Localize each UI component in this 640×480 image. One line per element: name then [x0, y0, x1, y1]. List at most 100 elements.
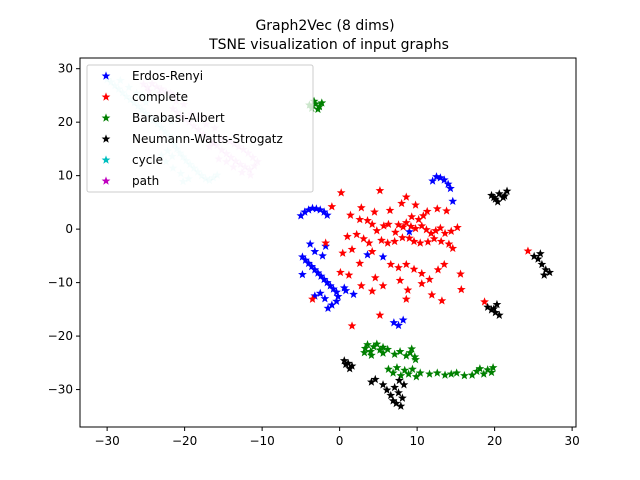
- data-point: [327, 202, 337, 211]
- data-point: [313, 268, 323, 277]
- data-point: [323, 303, 333, 312]
- data-point: [339, 356, 349, 365]
- data-point: [395, 347, 405, 356]
- data-point: [405, 227, 414, 236]
- data-point: [369, 342, 379, 351]
- data-point: [487, 305, 496, 314]
- data-point: [347, 361, 357, 370]
- x-tick-label: −20: [172, 434, 197, 448]
- data-point: [431, 226, 441, 235]
- data-point: [422, 206, 432, 216]
- data-point: [398, 393, 407, 402]
- data-point: [487, 190, 496, 200]
- data-point: [355, 258, 365, 268]
- data-point: [494, 310, 504, 319]
- data-point: [446, 183, 455, 193]
- data-point: [382, 385, 392, 394]
- data-point: [394, 375, 404, 385]
- data-point: [403, 285, 413, 294]
- legend-marker: [101, 134, 111, 143]
- data-point: [398, 315, 408, 324]
- data-point: [396, 401, 406, 410]
- data-point: [385, 205, 395, 215]
- data-point: [301, 255, 310, 264]
- data-point: [437, 296, 447, 305]
- data-point: [475, 364, 485, 373]
- data-point: [408, 364, 417, 373]
- data-point: [390, 349, 400, 358]
- data-point: [480, 297, 489, 306]
- data-point: [378, 281, 388, 290]
- data-point: [312, 204, 321, 213]
- data-point: [439, 175, 449, 184]
- data-point: [305, 239, 315, 248]
- data-point: [410, 352, 420, 361]
- data-point: [347, 321, 357, 330]
- data-point: [425, 369, 434, 378]
- data-point: [322, 210, 332, 219]
- data-point: [440, 228, 450, 238]
- data-point: [318, 251, 327, 260]
- data-point: [315, 288, 325, 298]
- data-point: [491, 307, 500, 317]
- data-point: [401, 259, 411, 269]
- data-point: [452, 368, 462, 377]
- data-point: [545, 267, 555, 277]
- data-point: [378, 348, 388, 357]
- data-point: [372, 339, 382, 348]
- data-point: [338, 248, 348, 257]
- legend-label: cycle: [132, 153, 163, 167]
- y-tick-label: 20: [58, 115, 73, 129]
- legend-box: [86, 64, 314, 193]
- data-point: [444, 239, 454, 248]
- plot-frame: [79, 57, 577, 428]
- data-point: [363, 215, 372, 225]
- data-point: [310, 291, 320, 300]
- data-point: [446, 369, 456, 378]
- data-point: [439, 259, 449, 269]
- data-point: [442, 206, 451, 215]
- data-point: [401, 351, 411, 360]
- data-point: [332, 296, 341, 306]
- data-point: [317, 98, 327, 107]
- data-point: [390, 382, 400, 392]
- data-point: [401, 218, 411, 227]
- chart-subtitle: TSNE visualization of input graphs: [208, 37, 449, 53]
- y-tick-label: −30: [48, 383, 73, 397]
- data-point: [320, 294, 330, 303]
- data-point: [400, 365, 410, 375]
- data-point: [363, 340, 372, 349]
- data-point: [533, 254, 543, 263]
- data-point: [405, 348, 415, 357]
- ticks-layer: −30 −20 −10 0 10 20 30 −30 −20 −10 0 10 20 30: [48, 62, 580, 448]
- data-point: [541, 265, 551, 274]
- data-point: [397, 198, 406, 208]
- data-point: [319, 274, 329, 284]
- data-point: [537, 259, 547, 269]
- legend-label: complete: [132, 90, 188, 104]
- data-point: [309, 96, 319, 106]
- y-tick-label: −20: [48, 329, 73, 343]
- y-tick-label: 0: [65, 222, 73, 236]
- data-point: [375, 345, 385, 354]
- data-point: [406, 221, 416, 231]
- data-point: [316, 271, 326, 280]
- data-point: [370, 374, 380, 384]
- data-point: [417, 268, 427, 278]
- data-point: [493, 197, 503, 206]
- data-point: [414, 214, 424, 224]
- legend-marker: [101, 176, 111, 185]
- data-point: [456, 284, 466, 294]
- data-point: [426, 228, 436, 238]
- data-point: [321, 238, 331, 247]
- data-point: [422, 225, 431, 234]
- data-point: [409, 236, 419, 246]
- data-point: [386, 390, 396, 400]
- data-point: [409, 264, 419, 273]
- data-point: [367, 377, 376, 386]
- data-point: [367, 246, 377, 256]
- data-point: [296, 211, 306, 220]
- data-point: [425, 274, 434, 284]
- data-point: [388, 368, 398, 377]
